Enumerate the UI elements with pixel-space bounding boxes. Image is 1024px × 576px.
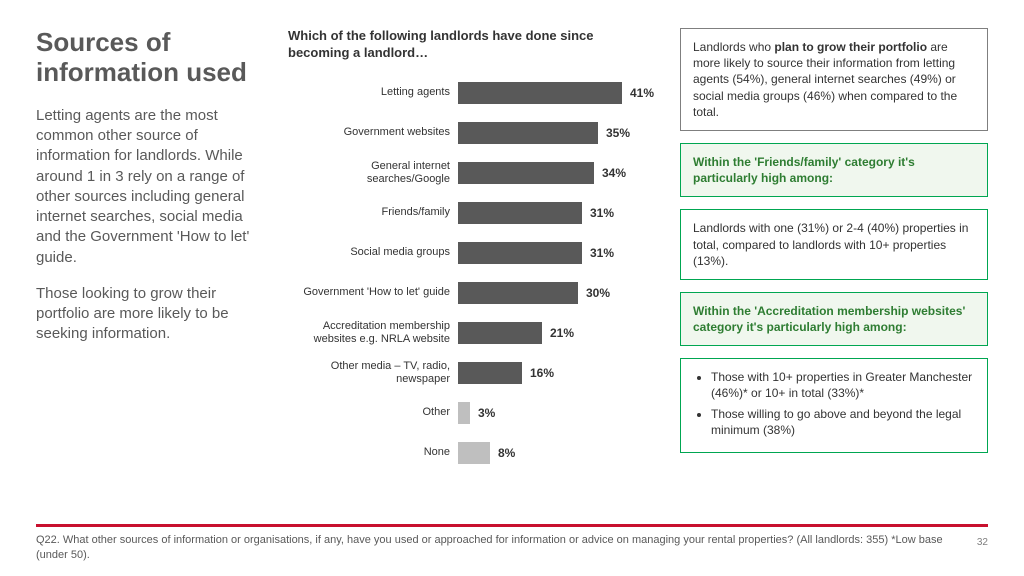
chart-bar-value: 21% (550, 326, 574, 340)
callout-header: Within the 'Accreditation membership web… (680, 292, 988, 346)
footer-divider (36, 524, 988, 527)
chart-bar-value: 16% (530, 366, 554, 380)
chart-bar (458, 282, 578, 304)
chart-row: None 8% (288, 436, 658, 470)
chart-row-label: Friends/family (288, 206, 458, 219)
page-number: 32 (977, 533, 988, 548)
chart-bar-value: 3% (478, 406, 495, 420)
callout-column: Landlords who plan to grow their portfol… (680, 28, 988, 498)
chart-bar-cell: 31% (458, 202, 658, 224)
page-title: Sources of information used (36, 28, 266, 88)
chart-bar (458, 162, 594, 184)
chart-bar-cell: 30% (458, 282, 658, 304)
body-paragraph: Those looking to grow their portfolio ar… (36, 284, 266, 345)
footer: Q22. What other sources of information o… (36, 524, 988, 562)
callout-list-item: Those willing to go above and beyond the… (711, 406, 975, 438)
chart-bar-value: 34% (602, 166, 626, 180)
chart-bar (458, 402, 470, 424)
chart-row-label: Accreditation membership websites e.g. N… (288, 320, 458, 345)
chart-bar (458, 242, 582, 264)
chart-bar (458, 82, 622, 104)
chart-bar (458, 122, 598, 144)
chart-row: Government websites 35% (288, 116, 658, 150)
chart-bar-cell: 16% (458, 362, 658, 384)
chart-bar-cell: 35% (458, 122, 658, 144)
bar-chart: Letting agents41%Government websites35%G… (288, 76, 658, 470)
callout-box: Landlords with one (31%) or 2-4 (40%) pr… (680, 209, 988, 280)
chart-bar-value: 35% (606, 126, 630, 140)
chart-row-label: Other (288, 406, 458, 419)
chart-column: Which of the following landlords have do… (288, 28, 658, 498)
footer-row: Q22. What other sources of information o… (36, 533, 988, 562)
chart-row-label: Social media groups (288, 246, 458, 259)
left-column: Sources of information used Letting agen… (36, 28, 266, 498)
chart-row-label: General internet searches/Google (288, 160, 458, 185)
chart-row: Government 'How to let' guide 30% (288, 276, 658, 310)
chart-bar-cell: 8% (458, 442, 658, 464)
chart-bar-value: 30% (586, 286, 610, 300)
chart-bar-cell: 3% (458, 402, 658, 424)
slide: Sources of information used Letting agen… (0, 0, 1024, 576)
chart-bar-cell: 31% (458, 242, 658, 264)
chart-row: Friends/family 31% (288, 196, 658, 230)
chart-bar-value: 41% (630, 86, 654, 100)
chart-row: Accreditation membership websites e.g. N… (288, 316, 658, 350)
callout-box: Those with 10+ properties in Greater Man… (680, 358, 988, 453)
callout-list: Those with 10+ properties in Greater Man… (693, 369, 975, 438)
chart-bar (458, 362, 522, 384)
chart-bar (458, 202, 582, 224)
chart-title: Which of the following landlords have do… (288, 28, 658, 62)
chart-bar (458, 442, 490, 464)
chart-bar-value: 31% (590, 206, 614, 220)
callout-list-item: Those with 10+ properties in Greater Man… (711, 369, 975, 401)
chart-row-label: Letting agents (288, 86, 458, 99)
chart-row-label: Government websites (288, 126, 458, 139)
chart-row: Social media groups 31% (288, 236, 658, 270)
chart-bar-value: 31% (590, 246, 614, 260)
chart-row-label: None (288, 446, 458, 459)
footer-text: Q22. What other sources of information o… (36, 533, 965, 562)
chart-bar-cell: 21% (458, 322, 658, 344)
chart-row: Letting agents 41% (288, 76, 658, 110)
chart-row-label: Government 'How to let' guide (288, 286, 458, 299)
chart-bar (458, 322, 542, 344)
chart-bar-value: 8% (498, 446, 515, 460)
body-paragraph: Letting agents are the most common other… (36, 106, 266, 268)
chart-row-label: Other media – TV, radio, newspaper (288, 360, 458, 385)
chart-bar-cell: 41% (458, 82, 658, 104)
chart-row: General internet searches/Google 34% (288, 156, 658, 190)
callout-header: Within the 'Friends/family' category it'… (680, 143, 988, 197)
callout-box: Landlords who plan to grow their portfol… (680, 28, 988, 131)
chart-row: Other media – TV, radio, newspaper 16% (288, 356, 658, 390)
chart-row: Other 3% (288, 396, 658, 430)
columns: Sources of information used Letting agen… (36, 28, 988, 498)
chart-bar-cell: 34% (458, 162, 658, 184)
